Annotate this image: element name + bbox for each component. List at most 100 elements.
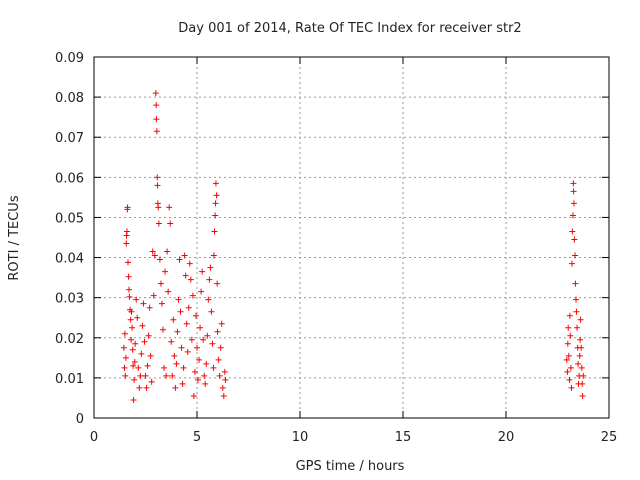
data-point	[124, 204, 131, 211]
data-point	[575, 360, 582, 367]
data-point	[153, 128, 160, 135]
data-point	[564, 368, 571, 375]
data-point	[126, 286, 133, 293]
data-point	[211, 228, 218, 235]
data-point	[150, 292, 157, 299]
data-point	[201, 372, 208, 379]
data-point	[125, 273, 132, 280]
y-tick-label: 0.05	[55, 211, 84, 226]
data-point	[122, 372, 129, 379]
data-point	[578, 344, 585, 351]
data-point	[564, 340, 571, 347]
data-point	[198, 288, 205, 295]
data-point	[120, 344, 127, 351]
y-axis-ticks: 0 0.01 0.02 0.03 0.04 0.05 0.06 0.07 0.08 0.09	[55, 51, 609, 427]
data-point	[580, 372, 587, 379]
data-point	[129, 324, 136, 331]
data-point	[210, 364, 217, 371]
data-point	[214, 280, 221, 287]
data-point	[572, 252, 579, 259]
data-point	[129, 346, 136, 353]
data-point	[573, 308, 580, 315]
data-point	[221, 368, 228, 375]
data-point	[141, 338, 148, 345]
x-tick-label: 5	[193, 430, 201, 445]
data-point	[218, 320, 225, 327]
data-point	[158, 300, 165, 307]
data-point	[183, 320, 190, 327]
data-point	[155, 220, 162, 227]
data-point	[220, 392, 227, 399]
data-point	[217, 344, 224, 351]
data-point	[209, 340, 216, 347]
data-point	[133, 296, 140, 303]
data-point	[130, 396, 137, 403]
data-point	[205, 296, 212, 303]
data-point	[212, 212, 219, 219]
data-point	[214, 328, 221, 335]
data-point	[206, 276, 213, 283]
data-point	[151, 252, 158, 259]
data-point	[573, 296, 580, 303]
data-point	[222, 376, 229, 383]
y-tick-label: 0.07	[55, 131, 84, 146]
data-point	[567, 332, 574, 339]
data-point	[176, 256, 183, 263]
data-point	[145, 332, 152, 339]
x-tick-label: 15	[395, 430, 412, 445]
x-axis-label: GPS time / hours	[296, 459, 405, 474]
data-point	[164, 248, 171, 255]
data-point	[186, 260, 193, 267]
data-point	[135, 364, 142, 371]
grid-lines	[94, 57, 609, 418]
data-point	[574, 324, 581, 331]
data-point	[216, 372, 223, 379]
x-tick-label: 25	[601, 430, 618, 445]
data-point	[178, 344, 185, 351]
data-point	[171, 352, 178, 359]
y-tick-label: 0.03	[55, 292, 84, 307]
data-point	[212, 180, 219, 187]
data-point	[196, 356, 203, 363]
data-point	[203, 360, 210, 367]
data-point	[131, 376, 138, 383]
data-point	[168, 338, 175, 345]
data-point	[162, 268, 169, 275]
data-point	[563, 356, 570, 363]
data-point	[126, 293, 133, 300]
data-point	[121, 330, 128, 337]
data-point	[127, 316, 134, 323]
data-point	[576, 352, 583, 359]
data-point	[154, 182, 161, 189]
data-point	[173, 360, 180, 367]
data-point	[131, 358, 138, 365]
data-point	[571, 236, 578, 243]
data-point	[579, 380, 586, 387]
data-point	[565, 324, 572, 331]
data-point	[568, 384, 575, 391]
data-point	[208, 308, 215, 315]
data-point	[566, 312, 573, 319]
plot-frame	[93, 56, 610, 419]
data-point	[132, 340, 139, 347]
data-point	[181, 252, 188, 259]
data-point	[190, 392, 197, 399]
data-point	[191, 368, 198, 375]
y-tick-label: 0.09	[55, 51, 84, 66]
y-tick-label: 0.08	[55, 91, 84, 106]
data-point	[142, 372, 149, 379]
data-point	[195, 376, 202, 383]
data-point	[163, 372, 170, 379]
y-tick-label: 0.06	[55, 171, 84, 186]
data-point	[128, 336, 135, 343]
data-points	[120, 90, 587, 403]
data-point	[199, 268, 206, 275]
data-point	[200, 336, 207, 343]
data-point	[569, 212, 576, 219]
data-point	[160, 326, 167, 333]
data-point	[121, 364, 128, 371]
data-point	[215, 356, 222, 363]
data-point	[189, 292, 196, 299]
x-tick-label: 10	[292, 430, 309, 445]
data-point	[128, 308, 135, 315]
